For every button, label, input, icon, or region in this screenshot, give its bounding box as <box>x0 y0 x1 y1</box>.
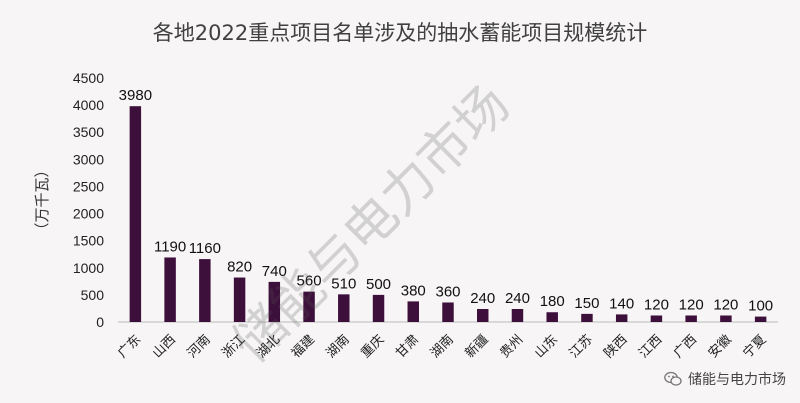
data-label: 240 <box>470 290 495 307</box>
value-labels: 3980 1190 1160 820 740 560 510 500 380 360 240 240 1… <box>119 87 773 314</box>
data-label: 3980 <box>119 87 152 104</box>
bar <box>581 313 593 322</box>
data-label: 120 <box>713 296 738 313</box>
data-label: 820 <box>227 259 252 276</box>
y-ticks: 0 500 1000 1500 2000 2500 3000 3500 4000 4500 <box>73 70 104 330</box>
x-tick-label: 江苏 <box>566 332 596 362</box>
x-tick-label: 山西 <box>150 332 179 361</box>
y-tick-label: 4000 <box>73 97 104 113</box>
data-label: 120 <box>679 296 704 313</box>
chart-title: 各地2022重点项目名单涉及的抽水蓄能项目规模统计 <box>153 21 647 45</box>
data-label: 510 <box>331 275 356 292</box>
x-tick-label: 广东 <box>115 332 144 361</box>
bar <box>442 302 454 322</box>
bar <box>477 308 489 322</box>
bar <box>615 314 628 322</box>
bar <box>546 312 558 322</box>
x-tick-label: 贵州 <box>497 332 526 361</box>
y-tick-label: 2000 <box>73 206 104 222</box>
watermark-brand: 储能与电力市场 <box>664 369 786 389</box>
data-label: 500 <box>366 276 391 293</box>
x-tick-label: 山东 <box>532 332 561 361</box>
bar <box>650 315 663 322</box>
y-axis-label: （万千瓦） <box>33 162 51 237</box>
brand-label: 储能与电力市场 <box>688 372 786 388</box>
bar <box>685 315 697 322</box>
x-tick-label: 广西 <box>671 332 700 361</box>
data-label: 1190 <box>154 238 186 255</box>
x-tick-label: 江西 <box>636 332 665 361</box>
y-tick-label: 3500 <box>73 124 104 140</box>
data-label: 120 <box>644 296 669 313</box>
data-label: 180 <box>540 293 565 310</box>
watermark-diagonal: 储能与电力市场 <box>222 74 522 374</box>
data-label: 100 <box>748 298 773 315</box>
bar <box>407 301 419 322</box>
category-labels: 广东 山西 河南 浙江 湖北 福建 湖南 重庆 甘肃 湖南 新疆 贵州 山东 江苏 陕西 江西 广西 安徽 宁夏 <box>115 332 769 362</box>
bar <box>303 291 315 322</box>
x-tick-label: 宁夏 <box>740 332 770 362</box>
bar <box>268 281 281 322</box>
data-label: 150 <box>574 295 599 312</box>
x-tick-label: 重庆 <box>358 332 388 362</box>
bar <box>372 294 385 322</box>
bar <box>129 106 142 322</box>
x-tick-label: 甘肃 <box>393 332 422 361</box>
y-tick-label: 2500 <box>73 178 104 194</box>
y-tick-label: 4500 <box>73 70 104 86</box>
x-tick-label: 安徽 <box>706 332 735 361</box>
bar <box>338 294 350 322</box>
x-tick-label: 陕西 <box>602 332 631 361</box>
y-tick-label: 1500 <box>73 233 104 249</box>
y-tick-label: 3000 <box>73 151 104 167</box>
data-label: 240 <box>505 290 530 307</box>
bar <box>233 277 246 322</box>
bar <box>511 308 524 322</box>
data-label: 740 <box>262 263 287 280</box>
bar <box>720 315 732 322</box>
bar <box>754 316 767 322</box>
bar <box>164 257 176 322</box>
y-tick-label: 500 <box>81 287 105 303</box>
y-tick-label: 1000 <box>73 260 104 276</box>
wechat-icon <box>664 371 682 386</box>
data-label: 1160 <box>189 240 221 257</box>
y-tick-label: 0 <box>96 314 104 330</box>
watermark-text: 储能与电力市场 <box>222 74 522 374</box>
bar <box>199 259 211 322</box>
data-label: 560 <box>297 273 322 290</box>
data-label: 380 <box>401 282 426 299</box>
x-tick-label: 河南 <box>184 332 214 362</box>
x-tick-label: 新疆 <box>462 332 492 362</box>
data-label: 140 <box>609 295 634 312</box>
bars <box>129 106 767 322</box>
x-tick-label: 湖南 <box>427 332 457 362</box>
x-tick-label: 湖南 <box>323 332 353 362</box>
data-label: 360 <box>435 283 460 300</box>
